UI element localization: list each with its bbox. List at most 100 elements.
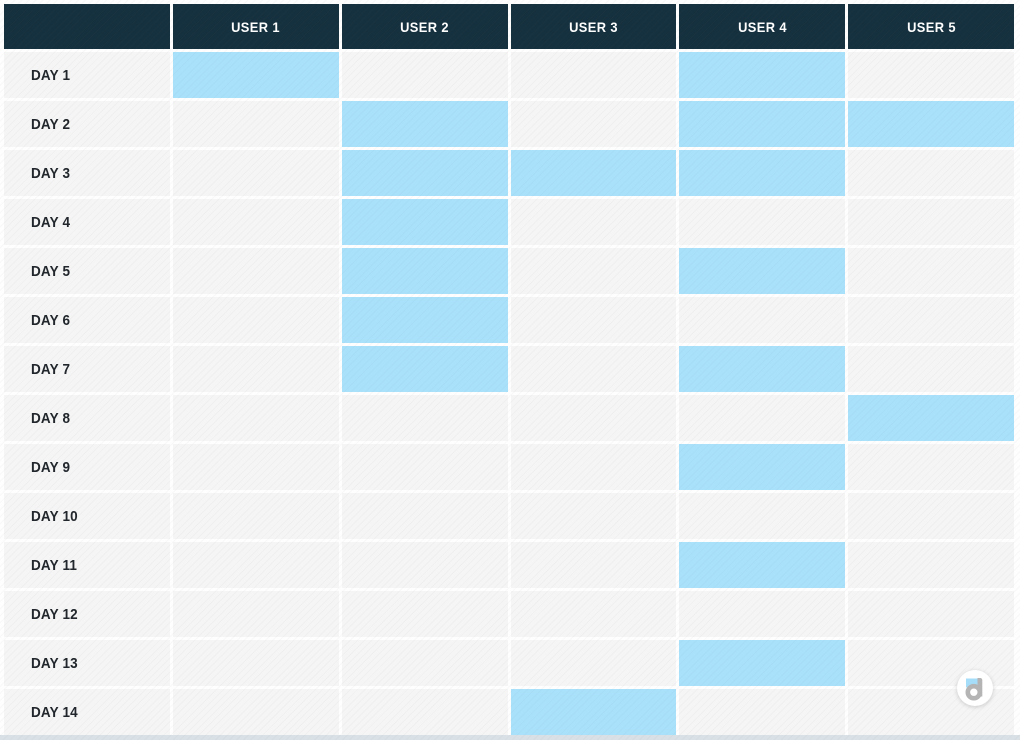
availability-cell[interactable] bbox=[173, 52, 339, 98]
availability-cell[interactable] bbox=[173, 640, 339, 686]
availability-cell[interactable] bbox=[510, 395, 677, 441]
availability-cell[interactable] bbox=[173, 395, 339, 441]
availability-cell[interactable] bbox=[679, 493, 846, 539]
row-label-day-1: DAY 1 bbox=[4, 52, 170, 98]
availability-cell[interactable] bbox=[848, 395, 1014, 441]
row-label-day-8: DAY 8 bbox=[4, 395, 170, 441]
availability-cell[interactable] bbox=[341, 493, 508, 539]
row-label-text: DAY 5 bbox=[31, 262, 71, 280]
row-label-day-10: DAY 10 bbox=[4, 493, 170, 539]
row-label-text: DAY 1 bbox=[31, 66, 71, 84]
availability-cell[interactable] bbox=[341, 640, 508, 686]
column-header-user-2: USER 2 bbox=[341, 4, 508, 49]
availability-cell[interactable] bbox=[848, 444, 1014, 490]
availability-cell[interactable] bbox=[510, 52, 677, 98]
availability-cell[interactable] bbox=[341, 395, 508, 441]
availability-cell[interactable] bbox=[173, 591, 339, 637]
availability-cell[interactable] bbox=[510, 444, 677, 490]
availability-cell[interactable] bbox=[679, 101, 846, 147]
availability-cell[interactable] bbox=[173, 150, 339, 196]
column-header-user-3: USER 3 bbox=[510, 4, 677, 49]
availability-cell[interactable] bbox=[510, 199, 677, 245]
availability-cell[interactable] bbox=[679, 52, 846, 98]
row-label-text: DAY 2 bbox=[31, 115, 71, 133]
row-label-text: DAY 4 bbox=[31, 213, 71, 231]
row-label-text: DAY 12 bbox=[31, 605, 78, 623]
availability-cell[interactable] bbox=[848, 248, 1014, 294]
availability-cell[interactable] bbox=[679, 297, 846, 343]
availability-cell[interactable] bbox=[848, 297, 1014, 343]
availability-cell[interactable] bbox=[341, 297, 508, 343]
availability-cell[interactable] bbox=[848, 493, 1014, 539]
availability-cell[interactable] bbox=[679, 199, 846, 245]
availability-cell[interactable] bbox=[341, 444, 508, 490]
availability-cell[interactable] bbox=[679, 346, 846, 392]
column-header-label: USER 4 bbox=[737, 18, 787, 35]
availability-cell[interactable] bbox=[510, 493, 677, 539]
availability-cell[interactable] bbox=[510, 248, 677, 294]
availability-cell[interactable] bbox=[341, 346, 508, 392]
availability-cell[interactable] bbox=[679, 689, 846, 735]
row-label-text: DAY 13 bbox=[31, 654, 78, 672]
availability-cell[interactable] bbox=[510, 346, 677, 392]
row-label-text: DAY 8 bbox=[31, 409, 71, 427]
availability-cell[interactable] bbox=[679, 444, 846, 490]
availability-cell[interactable] bbox=[848, 542, 1014, 588]
availability-cell[interactable] bbox=[679, 542, 846, 588]
availability-cell[interactable] bbox=[679, 395, 846, 441]
availability-cell[interactable] bbox=[173, 542, 339, 588]
availability-cell[interactable] bbox=[510, 689, 677, 735]
row-label-day-5: DAY 5 bbox=[4, 248, 170, 294]
row-label-text: DAY 3 bbox=[31, 164, 71, 182]
row-label-day-7: DAY 7 bbox=[4, 346, 170, 392]
availability-cell[interactable] bbox=[848, 150, 1014, 196]
availability-cell[interactable] bbox=[173, 199, 339, 245]
doodle-d-icon bbox=[965, 678, 983, 701]
availability-cell[interactable] bbox=[341, 591, 508, 637]
availability-cell[interactable] bbox=[510, 542, 677, 588]
availability-cell[interactable] bbox=[510, 101, 677, 147]
availability-cell[interactable] bbox=[341, 248, 508, 294]
availability-cell[interactable] bbox=[679, 591, 846, 637]
row-label-text: DAY 11 bbox=[31, 556, 78, 574]
row-label-day-4: DAY 4 bbox=[4, 199, 170, 245]
row-label-day-12: DAY 12 bbox=[4, 591, 170, 637]
availability-cell[interactable] bbox=[510, 640, 677, 686]
row-label-text: DAY 10 bbox=[31, 507, 78, 525]
row-label-day-9: DAY 9 bbox=[4, 444, 170, 490]
availability-cell[interactable] bbox=[848, 591, 1014, 637]
row-label-day-14: DAY 14 bbox=[4, 689, 170, 735]
availability-cell[interactable] bbox=[679, 248, 846, 294]
availability-cell[interactable] bbox=[341, 150, 508, 196]
availability-cell[interactable] bbox=[173, 248, 339, 294]
row-label-text: DAY 7 bbox=[31, 360, 71, 378]
availability-cell[interactable] bbox=[341, 199, 508, 245]
availability-cell[interactable] bbox=[341, 101, 508, 147]
schedule-grid: USER 1 USER 2 USER 3 USER 4 USER 5 DAY 1 DAY 2… bbox=[4, 4, 1014, 735]
availability-cell[interactable] bbox=[173, 444, 339, 490]
availability-cell[interactable] bbox=[848, 52, 1014, 98]
availability-cell[interactable] bbox=[173, 493, 339, 539]
availability-cell[interactable] bbox=[341, 542, 508, 588]
availability-cell[interactable] bbox=[510, 150, 677, 196]
availability-cell[interactable] bbox=[173, 101, 339, 147]
grid-corner-cell bbox=[4, 4, 170, 49]
row-label-day-3: DAY 3 bbox=[4, 150, 170, 196]
availability-cell[interactable] bbox=[848, 199, 1014, 245]
availability-cell[interactable] bbox=[848, 101, 1014, 147]
row-label-day-13: DAY 13 bbox=[4, 640, 170, 686]
availability-cell[interactable] bbox=[173, 346, 339, 392]
availability-cell[interactable] bbox=[510, 297, 677, 343]
availability-cell[interactable] bbox=[679, 150, 846, 196]
availability-cell[interactable] bbox=[679, 640, 846, 686]
row-label-day-11: DAY 11 bbox=[4, 542, 170, 588]
column-header-label: USER 3 bbox=[569, 18, 618, 35]
availability-cell[interactable] bbox=[173, 689, 339, 735]
availability-cell[interactable] bbox=[173, 297, 339, 343]
availability-cell[interactable] bbox=[510, 591, 677, 637]
availability-cell[interactable] bbox=[341, 52, 508, 98]
availability-cell[interactable] bbox=[341, 689, 508, 735]
availability-cell[interactable] bbox=[848, 346, 1014, 392]
column-header-user-5: USER 5 bbox=[848, 4, 1014, 49]
